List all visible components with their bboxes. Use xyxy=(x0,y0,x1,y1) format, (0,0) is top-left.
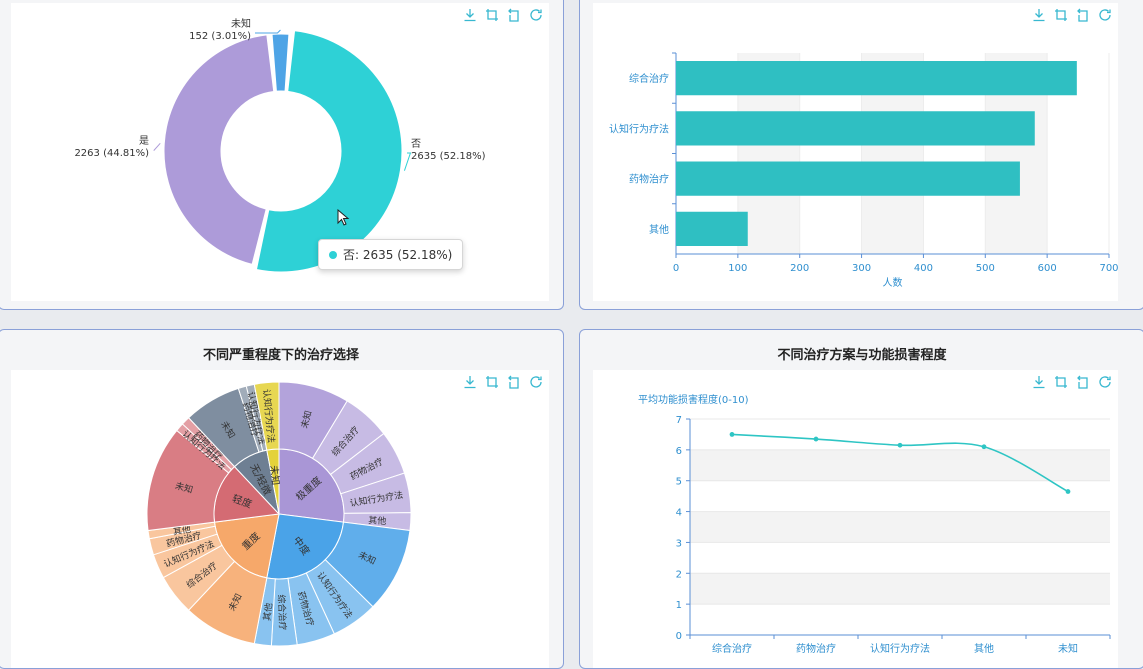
download-icon[interactable] xyxy=(1032,374,1046,389)
line-xtick-label-4: 未知 xyxy=(1058,642,1078,655)
donut-label-value-0: 2635 (52.18%) xyxy=(411,151,486,162)
crop-icon[interactable] xyxy=(1054,374,1068,388)
toolbox-4 xyxy=(1032,374,1112,389)
bar-category-label-0: 综合治疗 xyxy=(629,72,669,85)
donut-leader-1 xyxy=(153,142,161,151)
bar-category-label-2: 药物治疗 xyxy=(629,173,669,186)
toolbox-2 xyxy=(1032,7,1112,22)
bar-plot-area: 0 100 200 300 400 500 600 700 综合治疗认知行为疗法药物治疗其他人数 xyxy=(593,3,1118,301)
refresh-icon[interactable] xyxy=(529,7,543,21)
bar-0 xyxy=(676,61,1077,96)
refresh-icon[interactable] xyxy=(1098,7,1112,21)
line-grid-band-1 xyxy=(690,573,1110,605)
refresh-icon[interactable] xyxy=(1098,374,1112,388)
line-point-2 xyxy=(897,442,903,448)
tooltip-dot xyxy=(329,250,337,259)
panel-bar: 0 100 200 300 400 500 600 700 综合治疗认知行为疗法药物治疗其他人数 xyxy=(579,0,1143,310)
line-chart: 0 1 2 3 4 5 6 7 平均功能损害程度(0-10) 综合治疗 药物治疗 认知行为疗法 其他 未知 xyxy=(638,393,1111,655)
crop-icon[interactable] xyxy=(485,374,499,388)
bar-2 xyxy=(676,161,1020,196)
sunburst-title: 不同严重程度下的治疗选择 xyxy=(202,348,359,363)
donut-label-value-2: 152 (3.01%) xyxy=(189,31,251,42)
download-icon[interactable] xyxy=(463,374,477,389)
bar-xtick-label-1: 100 xyxy=(728,263,747,274)
line-xtick-label-1: 药物治疗 xyxy=(796,642,836,655)
line-grid-band-5 xyxy=(690,449,1110,481)
line-ytick-label-4: 4 xyxy=(676,508,682,519)
sunburst-outer-5-0 xyxy=(253,381,280,451)
line-xtick-label-0: 综合治疗 xyxy=(712,642,752,655)
line-point-4 xyxy=(1065,489,1071,494)
restore-icon[interactable] xyxy=(507,374,521,389)
bar-1 xyxy=(676,111,1035,146)
donut-label-name-2: 未知 xyxy=(231,17,251,30)
download-icon[interactable] xyxy=(463,7,477,22)
bar-xtick-label-5: 500 xyxy=(976,263,995,274)
bar-xtick-label-0: 0 xyxy=(673,263,679,274)
sunburst-inner-label-5: 未知 xyxy=(267,465,282,486)
line-ytick-label-7: 7 xyxy=(676,415,682,426)
line-point-1 xyxy=(813,436,819,442)
line-point-3 xyxy=(981,444,987,450)
restore-icon[interactable] xyxy=(1076,374,1090,389)
line-ytick-label-1: 1 xyxy=(676,600,682,611)
line-grid-band-3 xyxy=(690,511,1110,543)
sunburst-outer-label-0-4: 其他 xyxy=(368,514,387,527)
line-xtick-label-2: 认知行为疗法 xyxy=(870,642,930,655)
bar-xtick-label-6: 600 xyxy=(1038,263,1057,274)
bar-xtick-label-3: 300 xyxy=(852,263,871,274)
donut-label-value-1: 2263 (44.81%) xyxy=(74,148,149,159)
line-ytick-label-5: 5 xyxy=(676,477,682,488)
bar-3 xyxy=(676,211,748,246)
toolbox-1 xyxy=(463,7,543,22)
bar-category-label-1: 认知行为疗法 xyxy=(609,122,669,135)
donut-slice-2 xyxy=(271,33,290,92)
sunburst-outer-label-1-3: 综合治疗 xyxy=(275,594,288,630)
line-ytick-label-2: 2 xyxy=(676,569,682,580)
mouse-cursor-icon xyxy=(337,209,350,226)
donut-tooltip: 否: 2635 (52.18%) xyxy=(318,239,464,270)
toolbox-3 xyxy=(463,374,543,389)
refresh-icon[interactable] xyxy=(529,374,543,388)
line-ytick-label-3: 3 xyxy=(676,538,682,549)
line-ytick-label-0: 0 xyxy=(676,631,682,642)
bar-xtick-label-2: 200 xyxy=(790,263,809,274)
line-title: 不同治疗方案与功能损害程度 xyxy=(777,348,947,363)
line-y-axis-title: 平均功能损害程度(0-10) xyxy=(638,393,749,406)
line-plot-area: 0 1 2 3 4 5 6 7 平均功能损害程度(0-10) 综合治疗 药物治疗 认知行为疗法 其他 未知 xyxy=(593,370,1118,668)
donut-plot-area: 否 2635 (52.18%) 是 2263 (44.81%) 未知 152 (3.01%… xyxy=(11,3,549,301)
bar-x-axis-title: 人数 xyxy=(883,276,903,289)
restore-icon[interactable] xyxy=(1076,7,1090,22)
donut-leader-0 xyxy=(403,152,412,171)
sunburst-plot-area: 极重度 未知 综合治疗 药物治疗 认知行为疗法 其他 中度 未知 认知行为疗法 药物治疗 综合治疗其… xyxy=(11,370,549,668)
donut-slice-1 xyxy=(163,34,275,265)
bar-xtick-label-7: 700 xyxy=(1099,263,1118,274)
panel-line: 不同治疗方案与功能损害程度 0 1 2 3 4 5 6 7 平均功能损害程度(0-10) 综合治疗… xyxy=(579,329,1143,669)
sunburst-outer-label-1-4: 其他 xyxy=(261,602,275,621)
restore-icon[interactable] xyxy=(507,7,521,22)
line-xtick-label-3: 其他 xyxy=(974,642,994,655)
donut-slice-0 xyxy=(255,30,403,273)
tooltip-label: 否: 2635 (52.18%) xyxy=(343,248,453,262)
panel-sunburst: 不同严重程度下的治疗选择 极重度 未知 综合治疗 药物治疗 认知行为疗法 其他 中度 未知 认知… xyxy=(0,329,564,669)
panel-donut: 否 2635 (52.18%) 是 2263 (44.81%) 未知 152 (3.01%… xyxy=(0,0,564,310)
donut-label-name-0: 否 xyxy=(411,138,421,150)
line-point-0 xyxy=(729,432,735,437)
bar-category-label-3: 其他 xyxy=(649,223,669,236)
crop-icon[interactable] xyxy=(485,7,499,21)
donut-label-name-1: 是 xyxy=(139,135,149,147)
download-icon[interactable] xyxy=(1032,7,1046,22)
sunburst-chart: 极重度未知综合治疗药物治疗认知行为疗法其他中度未知认知行为疗法药物治疗综合治疗其… xyxy=(146,381,412,647)
donut-leader-2 xyxy=(255,29,281,34)
crop-icon[interactable] xyxy=(1054,7,1068,21)
bar-xtick-label-4: 400 xyxy=(914,263,933,274)
line-ytick-label-6: 6 xyxy=(676,446,682,457)
